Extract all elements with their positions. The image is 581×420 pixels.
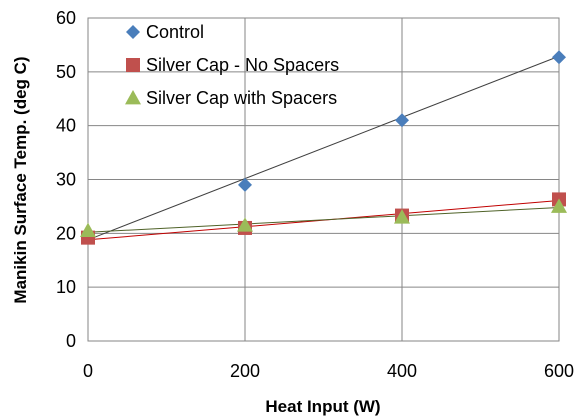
y-tick-labels: 0 10 20 30 40 50 60 [56, 8, 76, 351]
legend: Control Silver Cap - No Spacers Silver Cap… [125, 22, 339, 108]
x-tick-label: 600 [544, 361, 574, 381]
legend-label-series-3: Silver Cap with Spacers [146, 88, 337, 108]
x-tick-labels: 0 200 400 600 [83, 361, 574, 381]
x-tick-label: 200 [230, 361, 260, 381]
data-point-series-1 [552, 50, 566, 65]
y-tick-label: 20 [56, 223, 76, 243]
data-point-series-1 [238, 177, 252, 192]
x-tick-label: 0 [83, 361, 93, 381]
y-tick-label: 10 [56, 277, 76, 297]
data-point-series-1 [395, 113, 409, 128]
data-point-series-3 [237, 217, 253, 232]
x-tick-label: 400 [387, 361, 417, 381]
y-tick-label: 60 [56, 8, 76, 28]
x-axis-title: Heat Input (W) [265, 397, 380, 416]
y-axis-title: Manikin Surface Temp. (deg C) [11, 56, 30, 303]
plot-area [87, 17, 560, 342]
data-point-series-3 [551, 198, 567, 213]
trendlines [87, 55, 560, 241]
legend-marker-series-3 [125, 90, 141, 105]
plot-border [87, 17, 560, 342]
y-tick-label: 50 [56, 62, 76, 82]
y-tick-label: 0 [66, 331, 76, 351]
legend-marker-series-1 [126, 25, 140, 39]
y-tick-label: 40 [56, 116, 76, 136]
data-markers [80, 50, 567, 245]
data-point-series-3 [394, 209, 410, 224]
trendline-series-1 [87, 55, 560, 241]
legend-label-series-2: Silver Cap - No Spacers [146, 55, 339, 75]
legend-marker-series-2 [126, 58, 140, 72]
y-tick-label: 30 [56, 170, 76, 190]
data-point-series-3 [80, 222, 96, 238]
trendline-series-3 [87, 206, 560, 233]
legend-label-series-1: Control [146, 22, 204, 42]
